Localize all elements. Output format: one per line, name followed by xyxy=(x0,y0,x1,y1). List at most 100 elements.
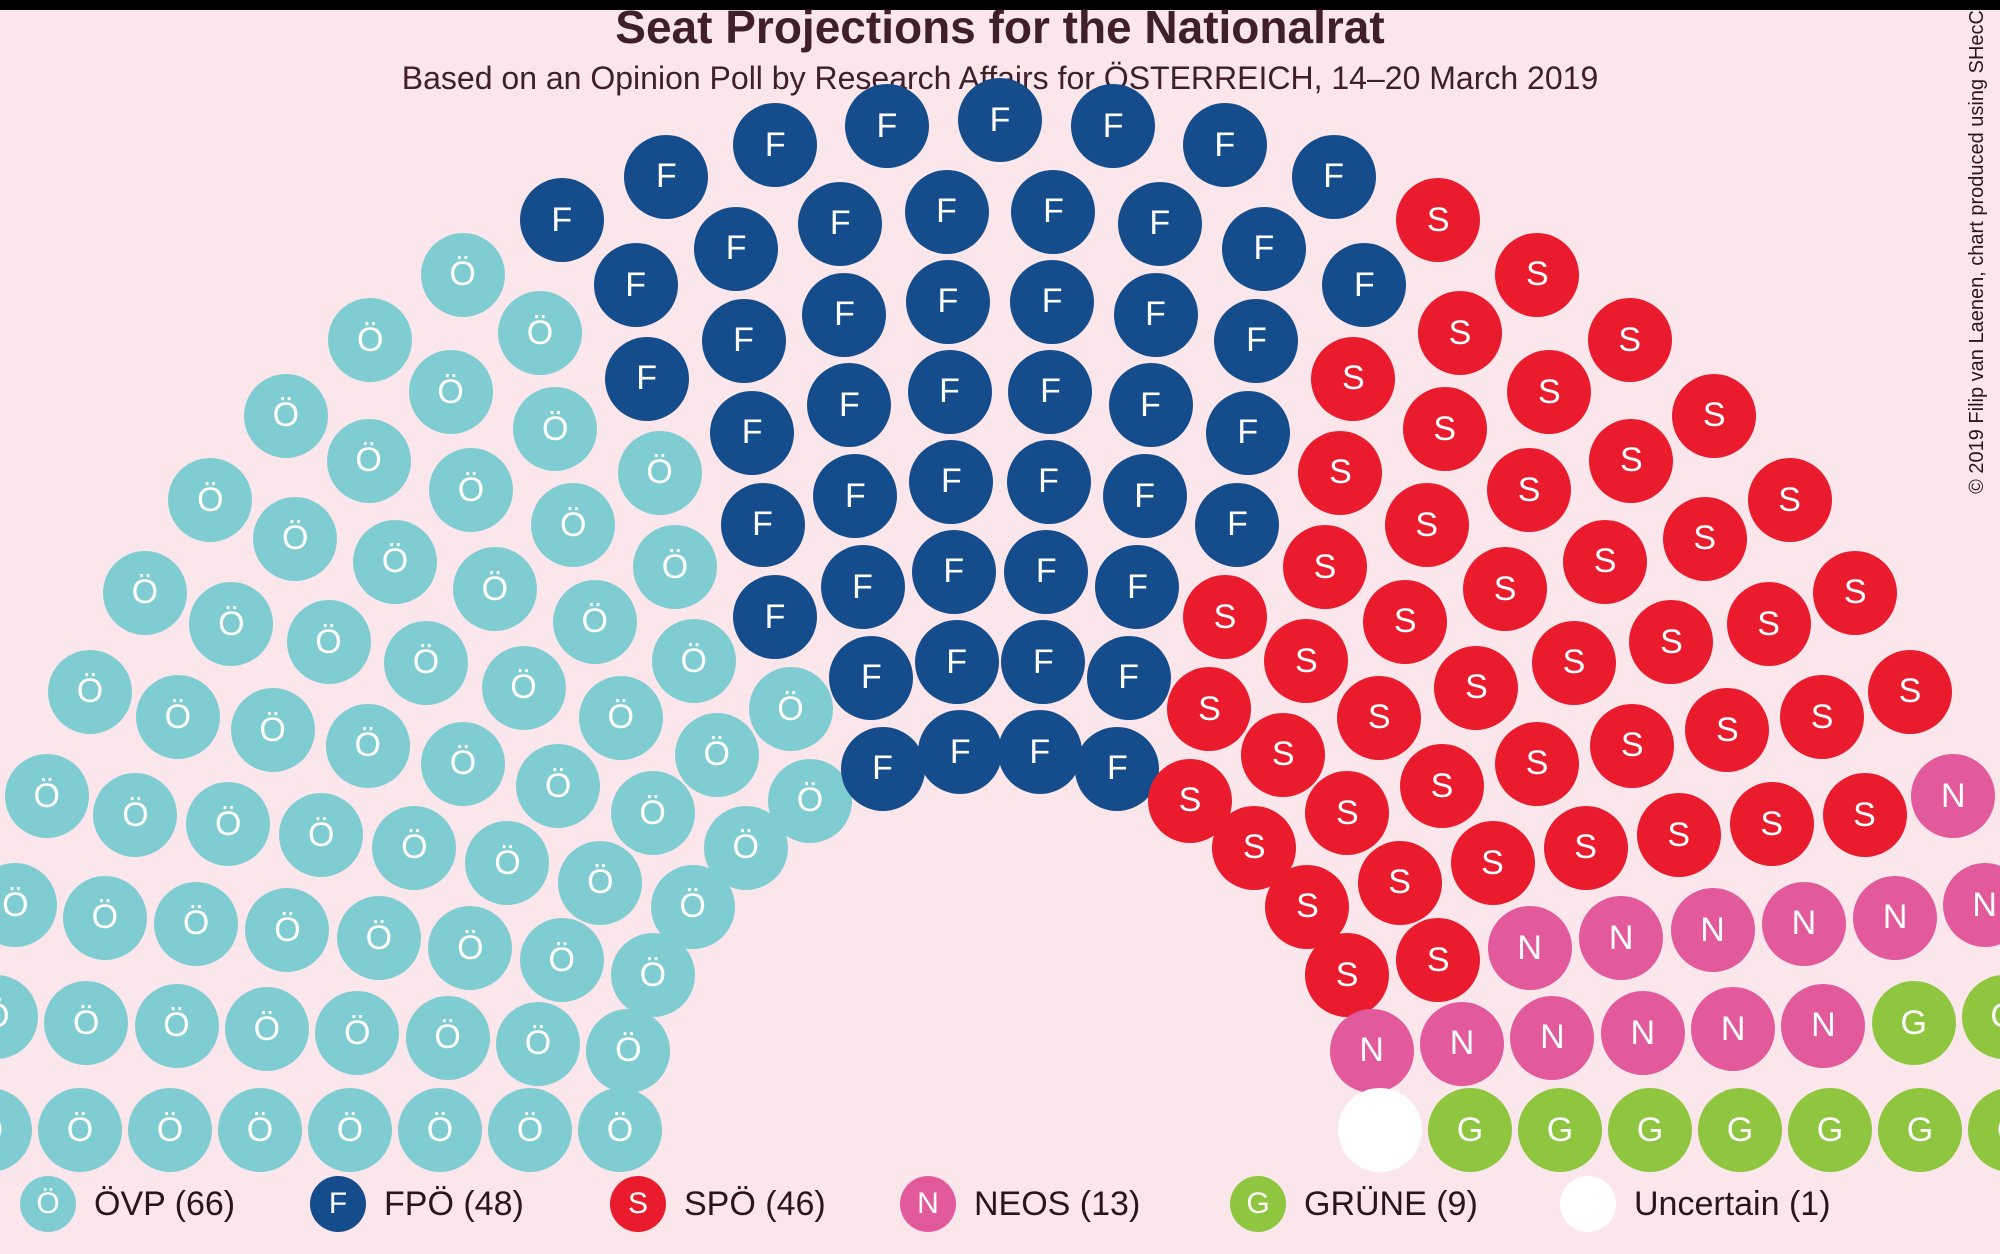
seat-ovp: Ö xyxy=(421,233,505,317)
legend-swatch-grune: G xyxy=(1230,1176,1286,1232)
seat-fpo: F xyxy=(915,620,999,704)
seat-ovp: Ö xyxy=(225,987,309,1071)
seat-spo: S xyxy=(1298,431,1382,515)
seat-ovp: Ö xyxy=(326,704,410,788)
seat-ovp: Ö xyxy=(189,582,273,666)
seat-ovp: Ö xyxy=(611,771,695,855)
seat-ovp: Ö xyxy=(218,1088,302,1172)
seat-spo: S xyxy=(1396,178,1480,262)
seat-fpo: F xyxy=(912,530,996,614)
seat-unc xyxy=(1338,1088,1422,1172)
seat-ovp: Ö xyxy=(384,621,468,705)
seat-fpo: F xyxy=(1222,207,1306,291)
seat-neos: N xyxy=(1762,882,1846,966)
seat-fpo: F xyxy=(1114,273,1198,357)
seat-spo: S xyxy=(1403,387,1487,471)
seat-grune: G xyxy=(1872,981,1956,1065)
seat-fpo: F xyxy=(906,260,990,344)
seat-spo: S xyxy=(1463,547,1547,631)
seat-spo: S xyxy=(1637,793,1721,877)
seat-ovp: Ö xyxy=(531,483,615,567)
seat-spo: S xyxy=(1495,233,1579,317)
seat-spo: S xyxy=(1183,575,1267,659)
seat-ovp: Ö xyxy=(520,918,604,1002)
seat-grune: G xyxy=(1428,1088,1512,1172)
seat-spo: S xyxy=(1495,722,1579,806)
seat-spo: S xyxy=(1507,350,1591,434)
legend-item-grune: G GRÜNE (9) xyxy=(1230,1174,1478,1234)
seat-ovp: Ö xyxy=(675,713,759,797)
seat-spo: S xyxy=(1337,676,1421,760)
seat-neos: N xyxy=(1579,896,1663,980)
seat-neos: N xyxy=(1420,1002,1504,1086)
seat-fpo: F xyxy=(1075,727,1159,811)
chart-title: Seat Projections for the Nationalrat xyxy=(0,0,2000,54)
seat-fpo: F xyxy=(710,391,794,475)
seat-ovp: Ö xyxy=(768,759,852,843)
seat-ovp: Ö xyxy=(5,754,89,838)
legend-label-ovp: ÖVP (66) xyxy=(94,1185,235,1224)
seat-fpo: F xyxy=(813,454,897,538)
seat-spo: S xyxy=(1418,291,1502,375)
seat-ovp: Ö xyxy=(244,374,328,458)
seat-ovp: Ö xyxy=(421,722,505,806)
seat-fpo: F xyxy=(841,727,925,811)
seat-fpo: F xyxy=(624,135,708,219)
seat-fpo: F xyxy=(909,440,993,524)
seat-fpo: F xyxy=(1001,620,1085,704)
seat-fpo: F xyxy=(821,545,905,629)
seat-grune: G xyxy=(1878,1088,1962,1172)
seat-ovp: Ö xyxy=(586,1009,670,1093)
seat-ovp: Ö xyxy=(253,497,337,581)
seat-grune: G xyxy=(1968,1088,2000,1172)
seat-spo: S xyxy=(1487,448,1571,532)
seat-spo: S xyxy=(1685,688,1769,772)
seat-fpo: F xyxy=(694,207,778,291)
seat-ovp: Ö xyxy=(398,1088,482,1172)
seat-grune: G xyxy=(1608,1088,1692,1172)
seat-ovp: Ö xyxy=(498,291,582,375)
seat-ovp: Ö xyxy=(513,387,597,471)
seat-fpo: F xyxy=(908,350,992,434)
seat-fpo: F xyxy=(1095,545,1179,629)
seat-ovp: Ö xyxy=(337,896,421,980)
seat-ovp: Ö xyxy=(63,876,147,960)
seat-spo: S xyxy=(1283,525,1367,609)
seat-fpo: F xyxy=(1206,391,1290,475)
seat-spo: S xyxy=(1264,619,1348,703)
seat-ovp: Ö xyxy=(279,793,363,877)
seat-spo: S xyxy=(1727,582,1811,666)
seat-neos: N xyxy=(1488,906,1572,990)
legend-item-ovp: ÖÖVP (66) xyxy=(20,1174,235,1234)
seat-spo: S xyxy=(1167,667,1251,751)
seat-spo: S xyxy=(1629,600,1713,684)
seat-neos: N xyxy=(1691,987,1775,1071)
seat-fpo: F xyxy=(721,483,805,567)
legend-label-fpo: FPÖ (48) xyxy=(384,1185,524,1224)
seat-fpo: F xyxy=(845,84,929,168)
seat-fpo: F xyxy=(594,243,678,327)
seat-spo: S xyxy=(1400,744,1484,828)
seat-ovp: Ö xyxy=(231,688,315,772)
seat-ovp: Ö xyxy=(633,525,717,609)
seat-neos: N xyxy=(1510,996,1594,1080)
seat-ovp: Ö xyxy=(186,782,270,866)
seat-ovp: Ö xyxy=(315,991,399,1075)
seat-fpo: F xyxy=(1103,454,1187,538)
seat-fpo: F xyxy=(798,182,882,266)
seat-fpo: F xyxy=(905,170,989,254)
seat-ovp: Ö xyxy=(496,1002,580,1086)
seat-ovp: Ö xyxy=(44,981,128,1065)
seat-neos: N xyxy=(1601,991,1685,1075)
seat-grune: G xyxy=(1962,975,2000,1059)
legend-label-grune: GRÜNE (9) xyxy=(1304,1185,1478,1224)
legend-swatch-fpo: F xyxy=(310,1176,366,1232)
seat-spo: S xyxy=(1363,580,1447,664)
seat-fpo: F xyxy=(520,178,604,262)
seat-ovp: Ö xyxy=(579,676,663,760)
seat-ovp: Ö xyxy=(135,984,219,1068)
seat-ovp: Ö xyxy=(409,350,493,434)
seat-fpo: F xyxy=(998,710,1082,794)
seat-fpo: F xyxy=(1322,243,1406,327)
seat-fpo: F xyxy=(1008,350,1092,434)
